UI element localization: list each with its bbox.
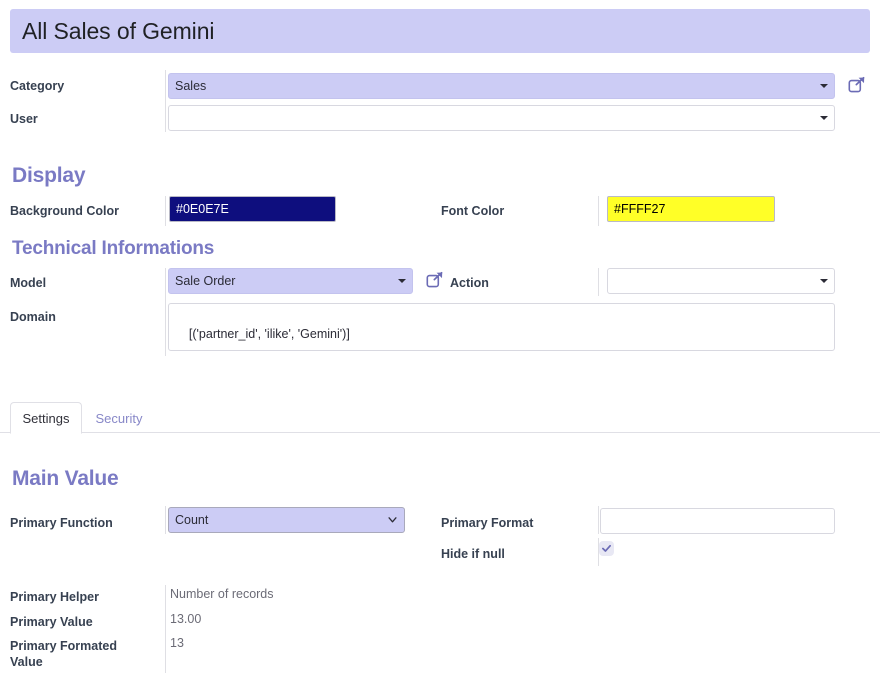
field-label-model: Model: [10, 272, 46, 291]
external-link-icon-category[interactable]: [848, 76, 866, 94]
field-label-primary-value: Primary Value: [10, 611, 93, 630]
primary-value-value: 13.00: [170, 612, 202, 626]
record-title-banner: All Sales of Gemini: [10, 9, 870, 53]
user-input[interactable]: [168, 105, 835, 131]
user-label: User: [10, 112, 38, 126]
chevron-down-icon[interactable]: [820, 116, 828, 120]
chevron-down-icon[interactable]: [820, 279, 828, 283]
field-label-background-color: Background Color: [10, 200, 119, 219]
tab-security-label: Security: [95, 410, 143, 426]
label-column-divider-technical-right: [598, 268, 599, 296]
field-label-primary-format: Primary Format: [441, 512, 533, 531]
tab-settings[interactable]: Settings: [10, 402, 82, 434]
primary-function-label: Primary Function: [10, 516, 113, 530]
hide-if-null-checkbox[interactable]: [599, 541, 614, 556]
label-column-divider-technical: [165, 268, 166, 356]
page-title: All Sales of Gemini: [22, 17, 215, 44]
font-color-label: Font Color: [441, 204, 505, 218]
model-input[interactable]: Sale Order: [168, 268, 413, 294]
field-label-font-color: Font Color: [441, 200, 504, 219]
domain-value: [('partner_id', 'ilike', 'Gemini')]: [188, 327, 350, 341]
primary-format-label: Primary Format: [441, 516, 534, 530]
primary-value-label: Primary Value: [10, 615, 93, 629]
action-input[interactable]: [607, 268, 835, 294]
label-column-divider-main-right: [598, 506, 599, 534]
primary-helper-value: Number of records: [170, 587, 274, 601]
background-color-input[interactable]: #0E0E7E: [169, 196, 336, 222]
chevron-down-icon[interactable]: [398, 279, 406, 283]
background-color-label: Background Color: [10, 204, 120, 218]
category-label: Category: [10, 79, 65, 93]
section-heading-display: Display: [12, 164, 86, 187]
font-color-value: #FFFF27: [614, 202, 666, 216]
section-heading-technical: Technical Informations: [12, 238, 215, 259]
model-label: Model: [10, 276, 47, 290]
hide-if-null-label: Hide if null: [441, 547, 505, 561]
external-link-icon-action[interactable]: [426, 271, 444, 289]
field-label-user: User: [10, 108, 38, 127]
label-column-divider-hide-null: [598, 538, 599, 566]
category-value: Sales: [175, 79, 207, 93]
section-heading-main-value: Main Value: [12, 467, 119, 490]
tab-bar: Settings Security: [0, 402, 880, 434]
label-column-divider-readonly: [165, 585, 166, 673]
primary-formated-value-label-line2: Value: [10, 655, 43, 669]
category-input[interactable]: Sales: [168, 73, 835, 99]
action-label: Action: [450, 276, 489, 290]
tab-security[interactable]: Security: [83, 403, 155, 433]
primary-function-value: Count: [175, 513, 209, 527]
primary-format-input[interactable]: [600, 508, 835, 534]
field-label-action: Action: [450, 272, 489, 291]
field-label-primary-formated-value: Primary Formated Value: [10, 635, 160, 670]
chevron-down-icon[interactable]: [388, 517, 397, 523]
field-label-primary-helper: Primary Helper: [10, 586, 99, 605]
label-column-divider-top: [165, 70, 166, 132]
domain-label: Domain: [10, 310, 56, 324]
primary-function-select[interactable]: Count: [168, 507, 405, 533]
field-label-domain: Domain: [10, 306, 56, 325]
chevron-down-icon[interactable]: [820, 84, 828, 88]
label-column-divider-display-right: [598, 196, 599, 226]
field-label-category: Category: [10, 75, 64, 94]
check-icon: [602, 544, 611, 552]
label-column-divider-display: [165, 196, 166, 226]
primary-formated-value-label-line1: Primary Formated: [10, 639, 117, 653]
model-value: Sale Order: [175, 274, 236, 288]
field-label-hide-if-null: Hide if null: [441, 543, 505, 562]
primary-formated-value-label: Primary Formated Value: [10, 635, 150, 670]
tab-settings-label: Settings: [22, 410, 70, 426]
primary-helper-label: Primary Helper: [10, 590, 99, 604]
domain-textarea[interactable]: [('partner_id', 'ilike', 'Gemini')]: [168, 303, 835, 351]
background-color-value: #0E0E7E: [176, 202, 229, 216]
label-column-divider-main: [165, 506, 166, 534]
field-label-primary-function: Primary Function: [10, 512, 113, 531]
font-color-input[interactable]: #FFFF27: [607, 196, 775, 222]
primary-formated-value-value: 13: [170, 636, 184, 650]
